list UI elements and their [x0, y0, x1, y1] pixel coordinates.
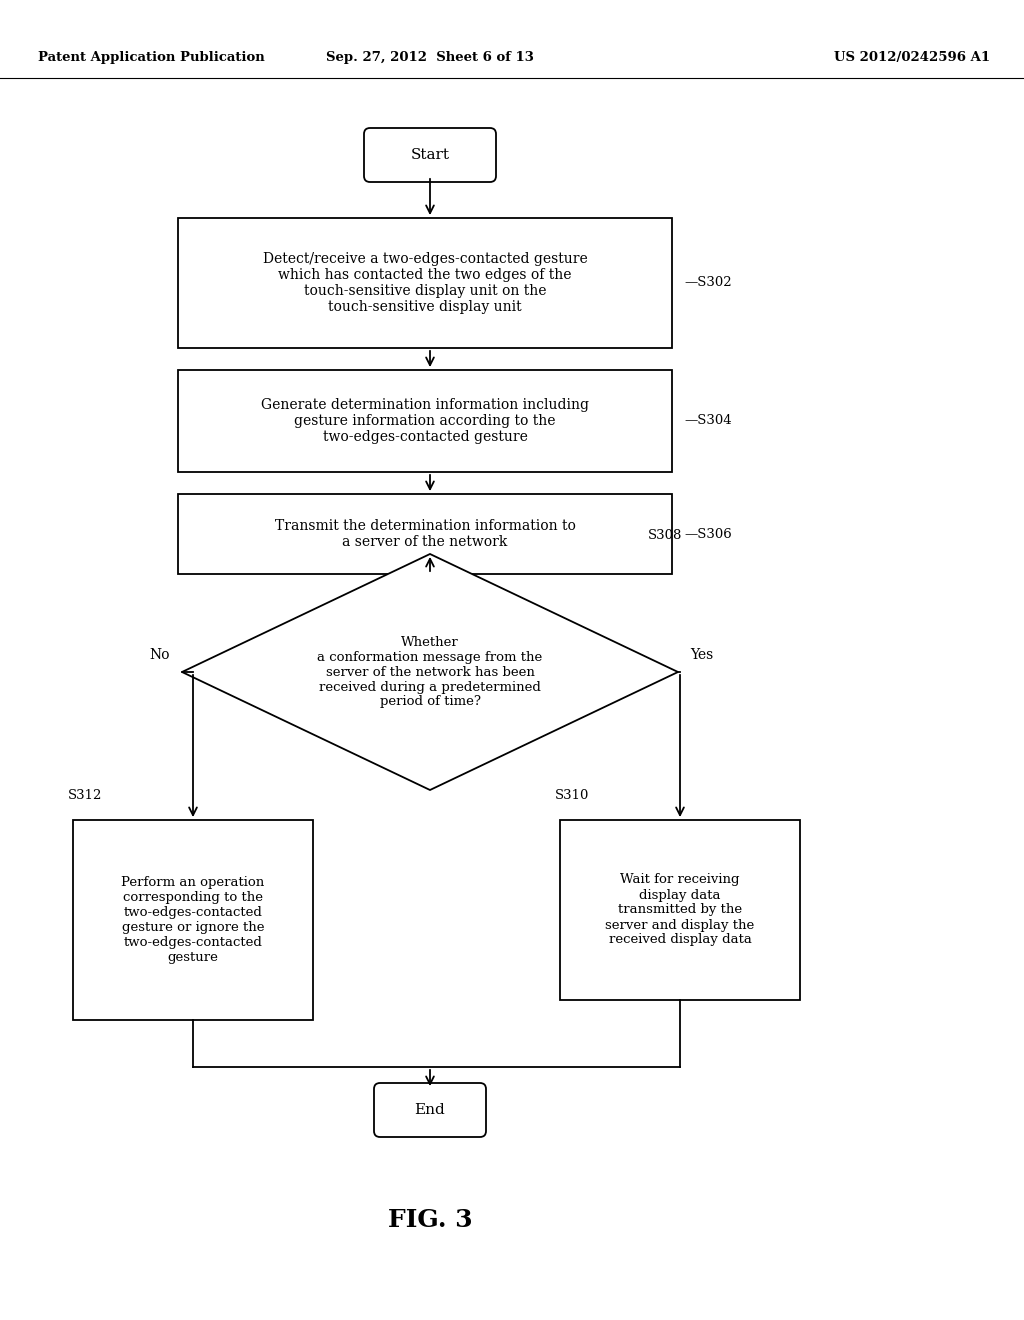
Text: FIG. 3: FIG. 3	[388, 1208, 472, 1232]
FancyBboxPatch shape	[374, 1082, 486, 1137]
Text: Transmit the determination information to
a server of the network: Transmit the determination information t…	[274, 519, 575, 549]
Text: —S304: —S304	[684, 414, 731, 428]
Text: Patent Application Publication: Patent Application Publication	[38, 51, 265, 65]
Text: Whether
a conformation message from the
server of the network has been
received : Whether a conformation message from the …	[317, 635, 543, 709]
Text: S312: S312	[68, 789, 102, 803]
Bar	[178, 218, 672, 348]
Text: Perform an operation
corresponding to the
two-edges-contacted
gesture or ignore : Perform an operation corresponding to th…	[122, 876, 264, 964]
Bar	[178, 494, 672, 574]
Bar	[178, 370, 672, 473]
Bar	[560, 820, 800, 1001]
Text: —S306: —S306	[684, 528, 732, 540]
Polygon shape	[182, 554, 678, 789]
Bar	[73, 820, 313, 1020]
Text: Yes: Yes	[690, 648, 714, 663]
Text: Detect/receive a two-edges-contacted gesture
which has contacted the two edges o: Detect/receive a two-edges-contacted ges…	[262, 252, 588, 314]
Text: Wait for receiving
display data
transmitted by the
server and display the
receiv: Wait for receiving display data transmit…	[605, 874, 755, 946]
Text: Start: Start	[411, 148, 450, 162]
Text: End: End	[415, 1104, 445, 1117]
FancyBboxPatch shape	[364, 128, 496, 182]
Text: —S302: —S302	[684, 276, 731, 289]
Text: No: No	[150, 648, 170, 663]
Text: Generate determination information including
gesture information according to th: Generate determination information inclu…	[261, 397, 589, 445]
Text: S310: S310	[555, 789, 590, 803]
Text: US 2012/0242596 A1: US 2012/0242596 A1	[834, 51, 990, 65]
Text: S308: S308	[648, 529, 682, 543]
Text: Sep. 27, 2012  Sheet 6 of 13: Sep. 27, 2012 Sheet 6 of 13	[326, 51, 534, 65]
